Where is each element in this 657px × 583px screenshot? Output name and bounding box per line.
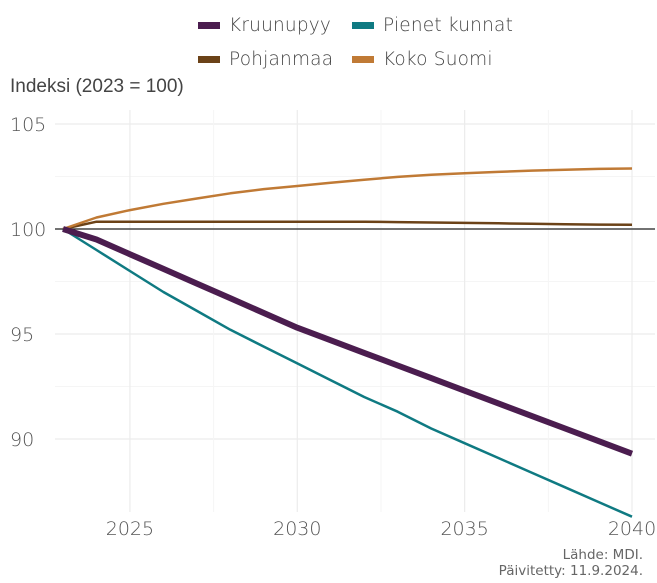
legend-item-pienet-kunnat: Pienet kunnat <box>352 15 513 36</box>
series-line-koko-suomi <box>62 167 633 231</box>
y-tick-label-100: 100 <box>10 219 46 241</box>
series-line-pienet-kunnat <box>62 227 633 518</box>
legend-swatch-pienet-kunnat <box>352 22 374 29</box>
legend-item-kruunupyy: Kruunupyy <box>198 15 331 36</box>
source-note: Lähde: MDI. Päivitetty: 11.9.2024. <box>499 547 643 579</box>
legend-label-kruunupyy: Kruunupyy <box>229 15 332 36</box>
updated-text: Päivitetty: 11.9.2024. <box>498 563 643 579</box>
series-line-kruunupyy <box>62 226 634 457</box>
x-tick-label-2025: 2025 <box>106 518 154 540</box>
legend-item-pohjanmaa: Pohjanmaa <box>198 49 333 70</box>
y-axis-title: Indeksi (2023 = 100) <box>10 76 184 97</box>
x-tick-label-2030: 2030 <box>273 518 321 540</box>
legend-item-koko-suomi: Koko Suomi <box>352 49 493 70</box>
legend-swatch-kruunupyy <box>198 22 220 29</box>
y-tick-label-105: 105 <box>10 114 46 136</box>
series-line-pohjanmaa <box>62 220 633 231</box>
x-tick-label-2040: 2040 <box>608 518 656 540</box>
y-tick-label-95: 95 <box>10 324 34 346</box>
source-text: Lähde: MDI. <box>562 547 643 563</box>
y-tick-label-90: 90 <box>10 429 34 451</box>
legend-label-koko-suomi: Koko Suomi <box>383 49 493 70</box>
legend-swatch-pohjanmaa <box>198 56 220 63</box>
x-tick-label-2035: 2035 <box>440 518 488 540</box>
legend-label-pienet-kunnat: Pienet kunnat <box>383 15 514 36</box>
legend-swatch-koko-suomi <box>352 56 374 63</box>
legend-label-pohjanmaa: Pohjanmaa <box>229 49 334 70</box>
